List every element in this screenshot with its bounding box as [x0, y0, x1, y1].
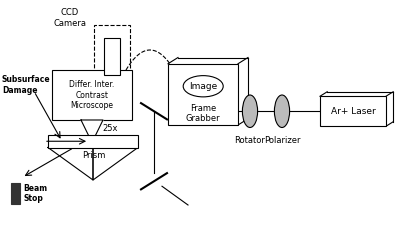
- Text: Frame
Grabber: Frame Grabber: [186, 104, 220, 124]
- Text: Differ. Inter.
Contrast
Microscope: Differ. Inter. Contrast Microscope: [69, 80, 115, 110]
- FancyBboxPatch shape: [48, 135, 138, 147]
- Text: Beam
Stop: Beam Stop: [23, 184, 47, 203]
- FancyBboxPatch shape: [320, 96, 386, 126]
- Polygon shape: [81, 120, 103, 142]
- Text: Ar+ Laser: Ar+ Laser: [331, 107, 376, 116]
- Ellipse shape: [274, 95, 290, 128]
- FancyBboxPatch shape: [11, 182, 20, 204]
- Text: Rotator: Rotator: [234, 136, 266, 145]
- FancyBboxPatch shape: [104, 38, 120, 75]
- Ellipse shape: [183, 76, 223, 97]
- Text: Image: Image: [189, 82, 217, 91]
- Ellipse shape: [242, 95, 258, 128]
- Text: Polarizer: Polarizer: [264, 136, 300, 145]
- Text: Subsurface
Damage: Subsurface Damage: [2, 75, 51, 95]
- Text: Prism: Prism: [82, 151, 106, 160]
- Text: CCD
Camera: CCD Camera: [54, 8, 86, 28]
- Text: 25x: 25x: [102, 124, 118, 133]
- FancyBboxPatch shape: [52, 70, 132, 120]
- FancyBboxPatch shape: [168, 64, 238, 125]
